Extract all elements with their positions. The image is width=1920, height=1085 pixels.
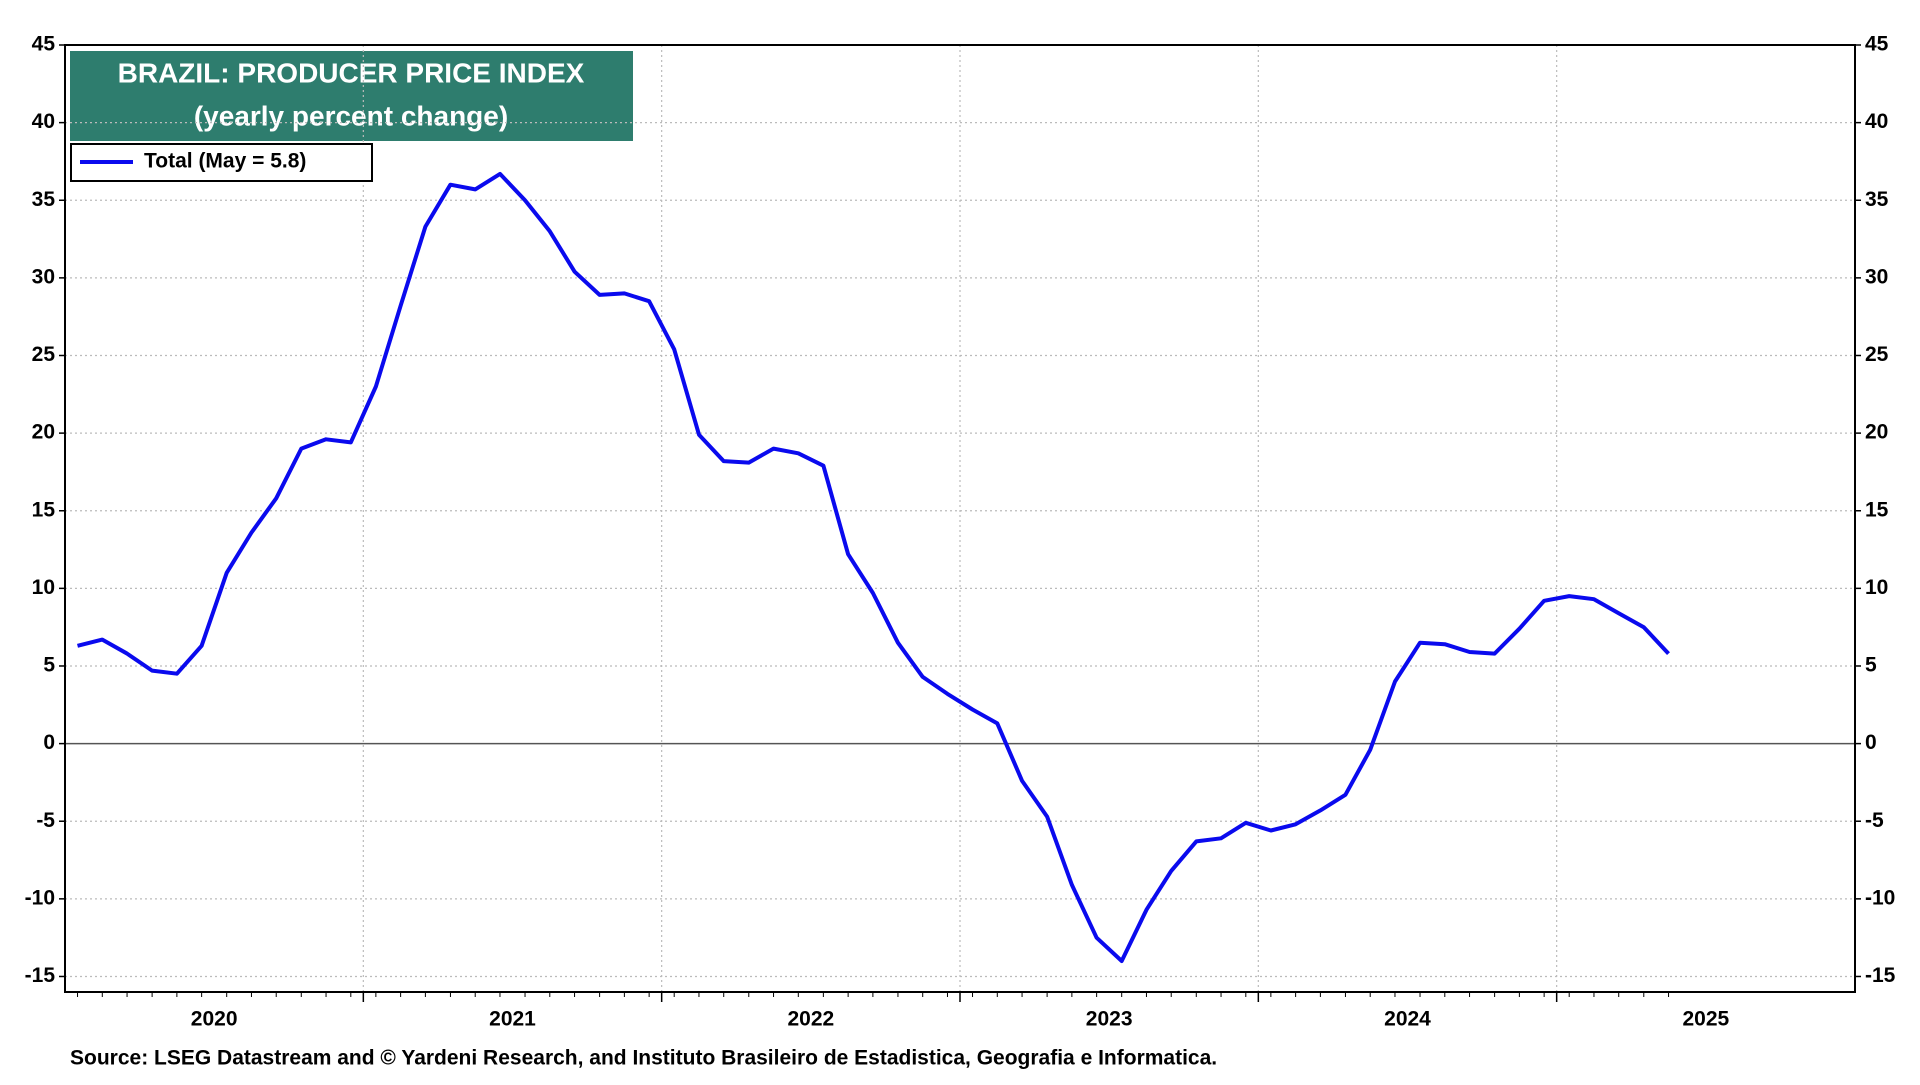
y2-tick-label: 15 [1865,498,1889,521]
plot-frame [64,44,1856,993]
y-tick-label: 15 [32,498,56,521]
legend-label: Total (May = 5.8) [144,150,306,173]
y-tick-label: 45 [32,33,56,56]
y2-tick-label: -15 [1865,964,1896,987]
title-box [70,51,633,141]
y-tick-label: 0 [43,731,55,754]
y-tick-label: 25 [32,343,56,366]
x-tick-label: 2024 [1384,1008,1431,1031]
x-tick-label: 2020 [191,1008,238,1031]
y-tick-label: 10 [32,576,55,599]
y-tick-label: -15 [25,964,56,987]
y2-tick-label: 20 [1865,421,1888,444]
chart-subtitle: (yearly percent change) [194,100,508,131]
y-tick-label: 40 [32,110,55,133]
y2-tick-label: -10 [1865,886,1895,909]
y2-tick-label: 5 [1865,654,1877,677]
y-tick-label: 20 [32,421,55,444]
y-tick-label: 5 [43,654,55,677]
y-tick-label: 35 [32,188,56,211]
y2-tick-label: 40 [1865,110,1888,133]
y-tick-label: 30 [32,265,55,288]
y2-tick-label: 25 [1865,343,1889,366]
y2-tick-label: 10 [1865,576,1888,599]
line-series [77,171,1670,963]
y2-tick-label: 30 [1865,265,1888,288]
x-tick-label: 2022 [787,1008,834,1031]
y2-tick-label: -5 [1865,809,1884,832]
y2-tick-label: 35 [1865,188,1889,211]
source-note: Source: LSEG Datastream and © Yardeni Re… [70,1047,1217,1070]
x-tick-label: 2025 [1682,1008,1729,1031]
x-tick-label: 2021 [489,1008,536,1031]
y-tick-label: -5 [36,809,55,832]
y-tick-label: -10 [25,886,55,909]
y2-tick-label: 0 [1865,731,1877,754]
y2-tick-label: 45 [1865,33,1889,56]
x-tick-label: 2023 [1086,1008,1133,1031]
chart-title: BRAZIL: PRODUCER PRICE INDEX [118,57,585,88]
